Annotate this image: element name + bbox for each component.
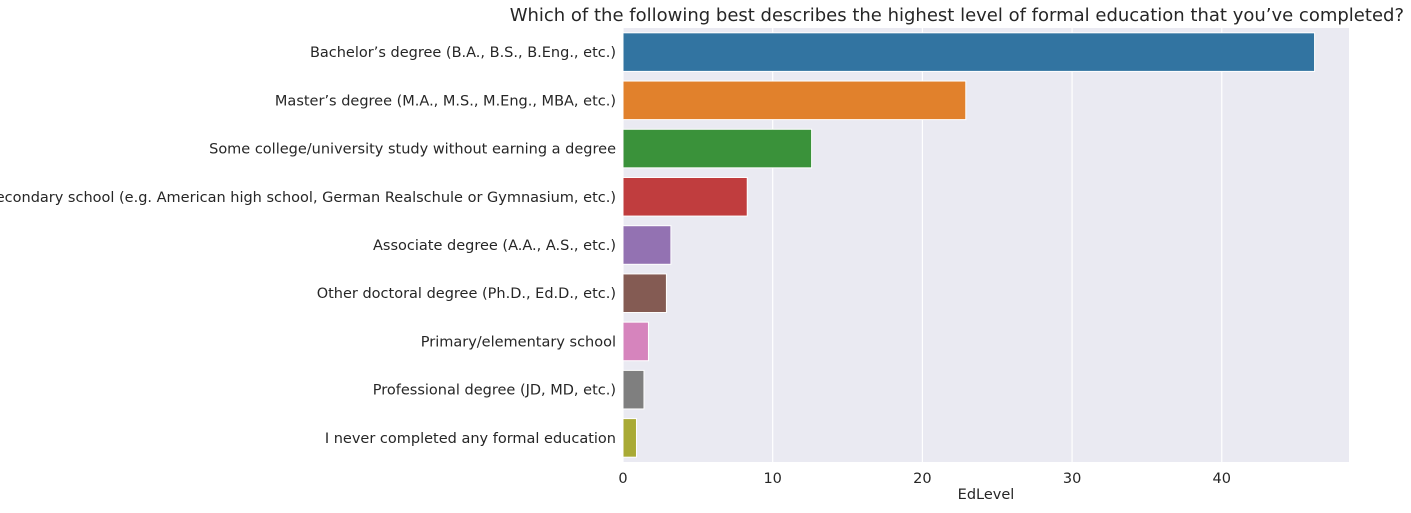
x-tick-label: 30 [1063,471,1081,487]
category-label: I never completed any formal education [325,431,616,447]
bar [622,176,748,217]
category-label: Master’s degree (M.A., M.S., M.Eng., MBA… [275,93,616,109]
category-label: Bachelor’s degree (B.A., B.S., B.Eng., e… [310,45,616,61]
category-label: Secondary school (e.g. American high sch… [0,190,616,206]
x-tick-label: 40 [1213,471,1231,487]
x-tick-labels: 0 10 20 30 40 [618,471,1231,487]
x-tick-label: 0 [618,471,627,487]
x-axis-label: EdLevel [958,487,1015,503]
category-label: Other doctoral degree (Ph.D., Ed.D., etc… [317,286,616,302]
x-tick-label: 10 [763,471,781,487]
chart-title: Which of the following best describes th… [510,5,1404,26]
bar [622,369,645,410]
bar [622,273,667,314]
x-tick-label: 20 [913,471,931,487]
category-label: Some college/university study without ea… [209,142,616,158]
bars [622,32,1316,458]
category-label: Associate degree (A.A., A.S., etc.) [373,238,616,254]
bar [622,128,813,169]
bar [622,80,967,121]
category-label: Primary/elementary school [421,334,616,350]
category-label: Professional degree (JD, MD, etc.) [373,383,616,399]
bar [622,418,637,458]
bar [622,321,649,362]
bar [622,225,672,265]
bar [622,32,1316,72]
category-labels: Bachelor’s degree (B.A., B.S., B.Eng., e… [0,45,616,447]
